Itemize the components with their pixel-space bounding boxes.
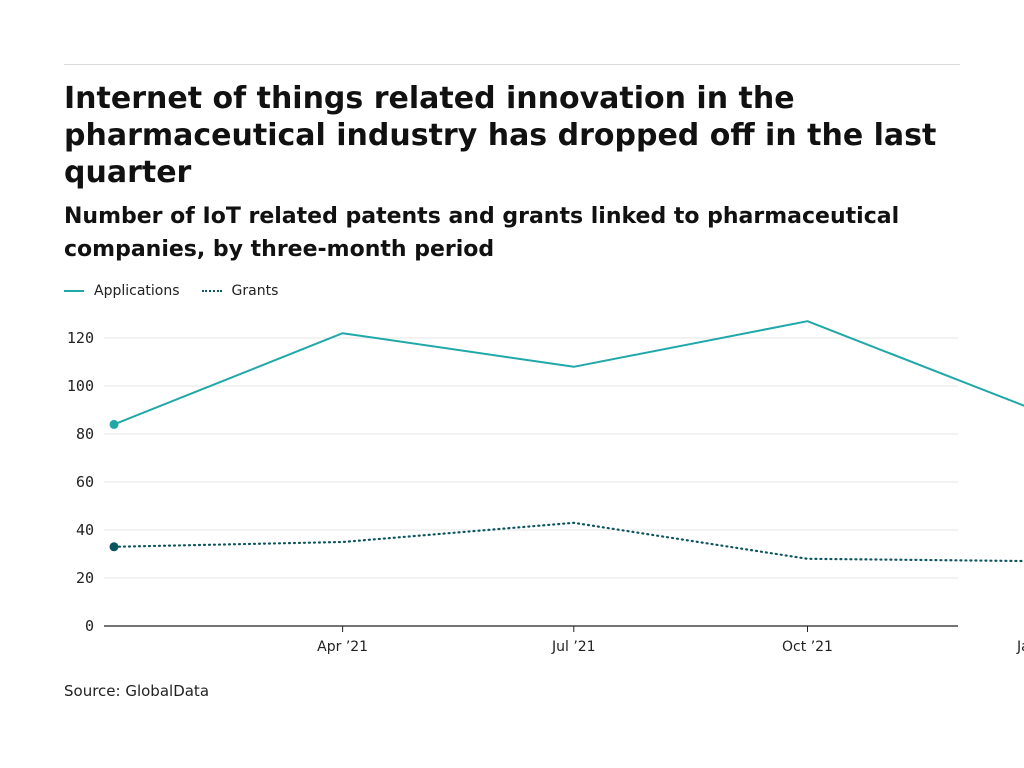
y-tick-label-40: 40 (76, 521, 94, 539)
chart-title: Internet of things related innovation in… (64, 81, 937, 190)
y-tick-label-0: 0 (85, 617, 94, 635)
y-tick-label-100: 100 (67, 377, 94, 395)
x-tick-label-0: Apr ’21 (317, 639, 368, 655)
series-point-grants-0 (109, 542, 119, 552)
x-tick-label-3: Jan ’22 (1016, 639, 1024, 655)
legend-swatch-dotted (201, 290, 222, 292)
legend: Applications Grants (64, 281, 300, 301)
y-tick-label-20: 20 (76, 569, 94, 587)
legend-label-grants: Grants (231, 283, 279, 299)
legend-swatch-solid (64, 290, 84, 292)
legend-label-applications: Applications (94, 283, 180, 299)
x-tick-label-2: Oct ’21 (782, 639, 833, 655)
series-line-grants (112, 521, 1024, 563)
x-tick-label-1: Jul ’21 (551, 639, 596, 655)
chart-subtitle: Number of IoT related patents and grants… (64, 204, 900, 262)
top-divider (64, 64, 960, 65)
source-note: Source: GlobalData (64, 682, 210, 700)
series-point-applications-0 (109, 419, 119, 429)
y-tick-label-120: 120 (67, 329, 94, 347)
legend-item-grants: Grants (201, 283, 279, 299)
legend-item-applications: Applications (64, 283, 180, 299)
series-line-applications (113, 320, 1024, 426)
y-tick-label-80: 80 (76, 425, 94, 443)
y-tick-label-60: 60 (76, 473, 94, 491)
